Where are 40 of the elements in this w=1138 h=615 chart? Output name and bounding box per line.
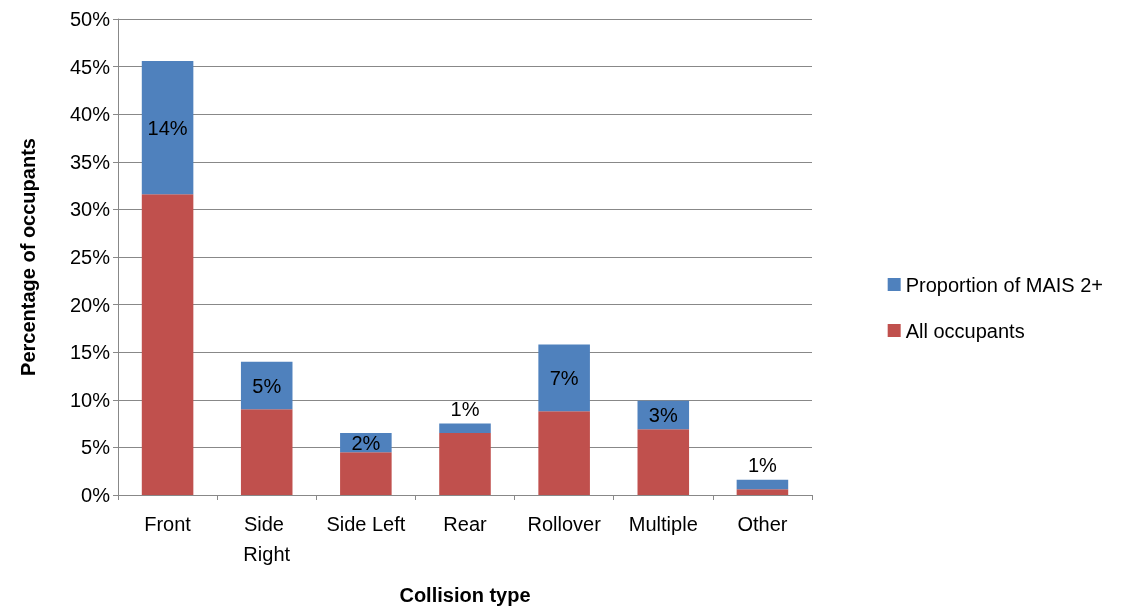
y-tick-label: 25% [69,246,111,268]
x-tick-label: Side Right [243,513,291,565]
data-label: 14% [147,116,188,139]
x-axis-title: Collision type [399,584,531,606]
x-tick-label: Other [737,513,788,535]
x-tick-label: Side Left [326,513,406,535]
bar [439,433,491,495]
y-tick-label: 10% [69,388,111,411]
y-tick-label: 30% [69,198,111,221]
y-tick-label: 20% [69,293,111,316]
x-tick-label: Multiple [628,513,698,535]
y-tick-label: 40% [69,103,111,126]
y-tick-label: 5% [81,436,111,459]
x-tick-label: Rollover [527,513,602,535]
y-tick-label: 0% [81,484,111,506]
y-tick-label: 15% [69,341,111,364]
legend-label: All occupants [905,319,1025,342]
y-tick-label: 50% [69,8,111,30]
bar [736,489,789,495]
bar [637,429,690,495]
bar [141,60,194,195]
bar [736,479,789,490]
bar [240,409,293,495]
data-label: 2% [351,431,381,454]
data-label: 1% [450,397,480,420]
bar [538,411,590,495]
y-tick-label: 45% [69,55,111,78]
legend-label: Proportion of MAIS 2+ [905,273,1103,296]
x-tick-label: Front [144,513,192,535]
bar [340,452,392,495]
data-label: 3% [648,404,678,427]
data-label: 1% [747,453,778,476]
bar [538,344,590,412]
bar [439,423,491,434]
y-axis-title: Percentage of occupants [17,138,39,376]
y-tick-label: 35% [69,150,111,173]
data-label: 7% [549,366,579,389]
data-label: 5% [252,374,282,397]
bar [141,194,194,495]
x-tick-label: Rear [443,513,488,535]
